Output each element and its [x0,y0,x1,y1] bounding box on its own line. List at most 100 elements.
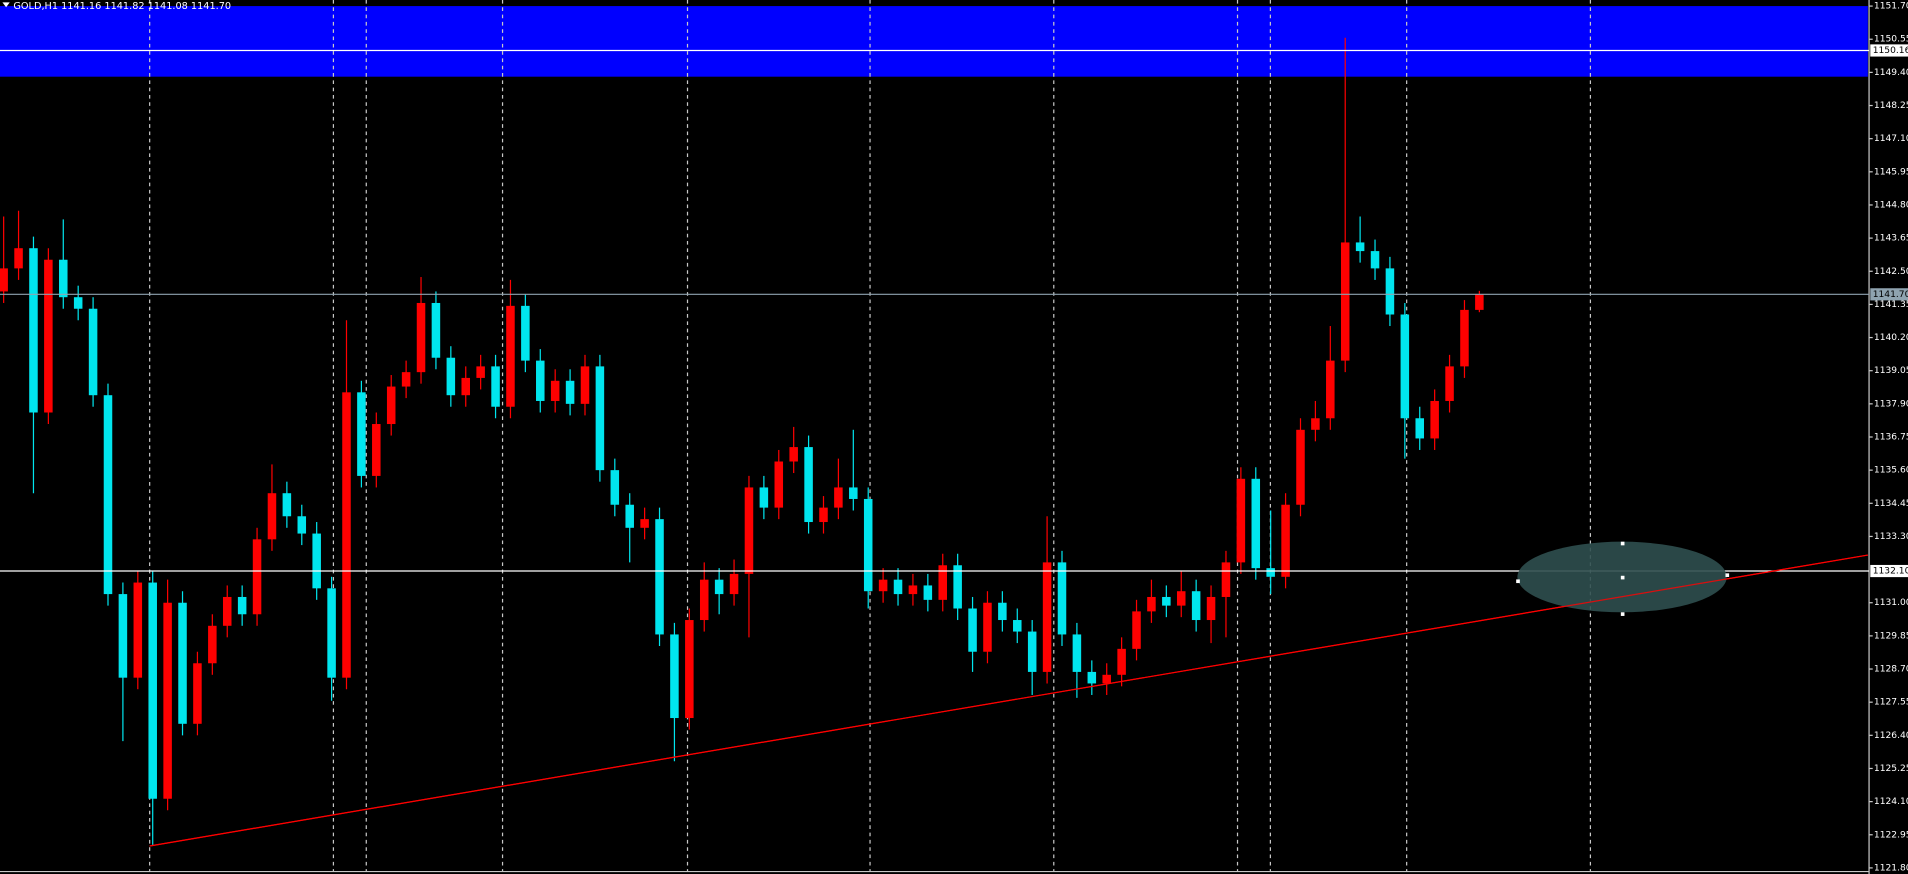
handle[interactable] [1620,575,1625,580]
candle-body [1385,268,1395,315]
candle-body [1117,648,1126,675]
candle-body [208,625,217,664]
candle-body [744,487,754,574]
candle-body [312,533,321,589]
y-tick-label: 1145.95 [1874,167,1908,177]
candle-body [1057,562,1067,635]
y-tick-label: 1131.00 [1874,598,1908,608]
candle-body [1400,314,1410,419]
candle-body [1460,309,1469,367]
candle-body [1162,596,1171,606]
candle-body [14,248,23,269]
candle-body [267,493,277,540]
y-tick-label: 1148.25 [1874,101,1908,111]
candle-body [565,380,575,404]
handle[interactable] [1620,541,1625,546]
candle-body [1266,568,1275,577]
candle-body [401,372,411,387]
candle-body [1072,634,1082,672]
candle-body [536,360,545,401]
candle-body [893,579,903,595]
candle-body [580,366,590,404]
candle-body [148,582,157,799]
y-tick-label: 1135.60 [1874,466,1908,476]
handle[interactable] [1516,579,1520,584]
candle-body [938,565,948,600]
price-label-box [1870,564,1908,578]
rectangle-zone [0,6,1868,77]
candle-body [640,519,649,528]
y-tick-label: 1140.20 [1874,333,1908,343]
candle-body [1206,596,1216,621]
candle-body [476,366,485,378]
price-axis: 1151.70 1150.55 1149.40 1148.25 1147.10 1145.… [1869,2,1908,873]
candle-body [237,596,247,615]
candle-body [1430,400,1439,439]
candle-body [416,302,426,373]
y-tick-label: 1128.70 [1874,665,1908,675]
candle-body [461,377,471,396]
candle-body [685,620,694,719]
handle[interactable] [1725,573,1730,577]
candle-body [1251,478,1261,569]
candle-body [819,507,828,523]
candle-body [699,579,709,621]
chart-header: GOLD,H1 1141.16 1141.82 1141.08 1141.70 [13,1,231,12]
candle-body [670,634,679,719]
candle-body [550,380,560,401]
y-tick-label: 1147.10 [1874,134,1908,144]
candle-body [789,447,798,462]
candle-body [506,305,515,407]
candle-body [1281,504,1290,577]
candle-body [804,447,813,523]
candle-body [44,259,53,413]
candle-body [118,594,128,678]
candle-body [774,461,784,508]
price-label: 1132.10 [1873,567,1908,577]
candle-body [968,608,977,652]
candle-body [729,573,739,595]
menu-arrow[interactable] [2,2,10,8]
candle-body [1191,591,1201,621]
candle-body [655,519,664,635]
y-tick-label: 1134.45 [1874,499,1908,509]
y-tick-label: 1129.85 [1874,631,1908,641]
candle-body [73,297,83,309]
candle-body [1042,562,1052,672]
candle-body [1236,478,1246,563]
candle-body [521,305,530,361]
y-tick-label: 1151.70 [1874,2,1908,12]
y-tick-label: 1149.40 [1874,68,1908,78]
y-tick-label: 1144.80 [1874,200,1908,210]
y-tick-label: 1139.05 [1874,366,1908,376]
y-tick-label: 1122.95 [1874,830,1908,840]
handle[interactable] [1620,612,1625,616]
candle-body [1445,366,1454,401]
candle-body [0,268,8,292]
y-tick-label: 1133.30 [1874,532,1908,542]
candle-body [610,470,620,505]
price-label-box [1870,44,1908,57]
candle-body [595,366,605,471]
ellipse-handles [1516,541,1730,616]
candle-body [834,487,843,508]
y-tick-label: 1143.65 [1874,234,1908,244]
candle-body [1340,242,1350,361]
candle-body [163,602,172,799]
candle-body [372,424,381,476]
candle-body [297,516,307,534]
candle-body [1355,242,1365,252]
candle-body [88,308,98,396]
candle-body [953,565,962,609]
candle-body [1311,418,1320,430]
price-label-box [1870,288,1908,301]
candle-body [1147,596,1156,612]
candle-body [252,539,262,615]
candle-body [386,386,396,425]
candle-body [923,585,933,600]
trendline-overlay [149,554,1868,847]
candle-body [863,498,873,592]
